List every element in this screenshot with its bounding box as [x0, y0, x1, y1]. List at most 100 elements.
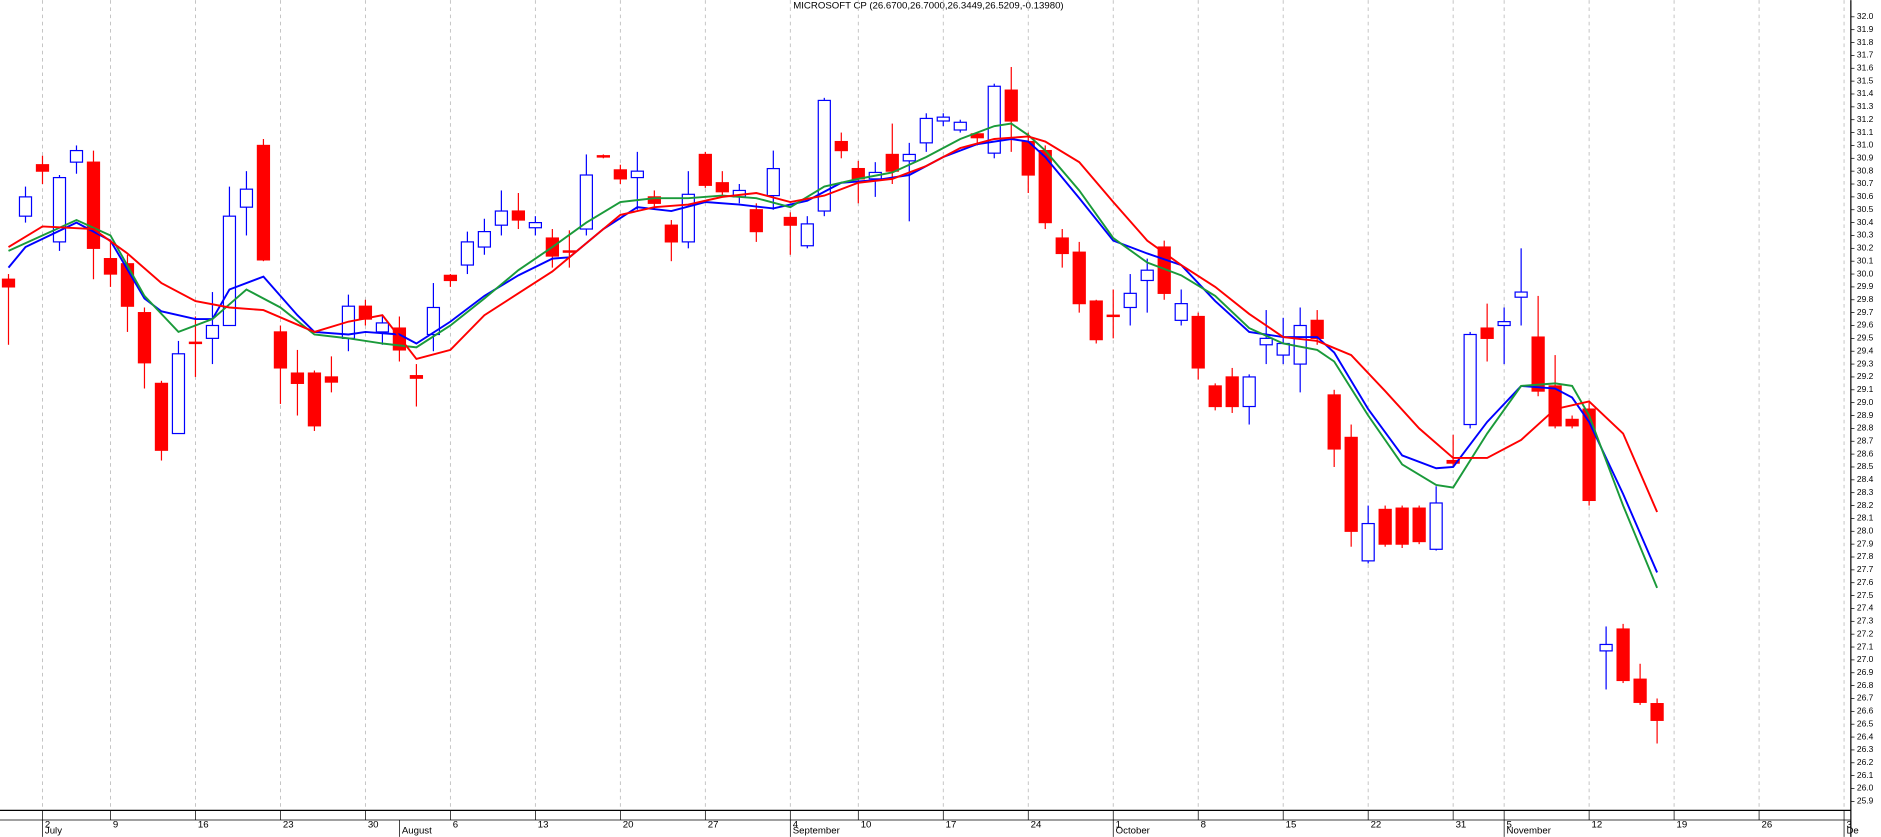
candle-body — [1055, 237, 1069, 255]
y-tick-label: 30.8 — [1857, 165, 1874, 175]
x-tick-label: 27 — [708, 819, 719, 830]
candle-body — [834, 140, 848, 152]
y-tick-label: 27.2 — [1857, 628, 1874, 638]
x-tick-label: 6 — [453, 819, 458, 830]
candle-body — [919, 117, 933, 144]
y-tick-label: 29.5 — [1857, 333, 1874, 343]
candle-body — [1310, 319, 1324, 339]
y-tick-label: 29.6 — [1857, 320, 1874, 330]
y-tick-label: 31.2 — [1857, 114, 1874, 124]
x-tick-label: 2 — [45, 819, 50, 830]
y-tick-label: 29.0 — [1857, 397, 1874, 407]
candle-body — [1616, 628, 1630, 682]
month-label: November — [1507, 825, 1552, 836]
y-tick-label: 30.0 — [1857, 268, 1874, 278]
candle-body — [987, 85, 1001, 154]
y-tick-label: 29.1 — [1857, 384, 1874, 394]
candle-body — [1174, 303, 1188, 321]
candle-body — [154, 382, 169, 451]
candle-body — [86, 161, 101, 249]
y-tick-label: 26.9 — [1857, 667, 1874, 677]
y-tick-label: 29.4 — [1857, 345, 1874, 355]
candle-body — [1361, 522, 1375, 562]
candle-body — [137, 312, 152, 364]
candle-body — [1463, 333, 1477, 426]
candle-body — [1480, 327, 1494, 339]
candle-body — [1582, 408, 1596, 502]
candle-body — [494, 210, 509, 226]
candle-body — [528, 221, 543, 229]
y-tick-label: 29.2 — [1857, 371, 1874, 381]
moving-average-line — [8, 122, 1658, 589]
candle-body — [749, 209, 763, 233]
candle-body — [1514, 291, 1528, 298]
y-tick-label: 27.1 — [1857, 641, 1874, 651]
x-tick-label: 12 — [1592, 819, 1603, 830]
y-tick-label: 26.6 — [1857, 706, 1874, 716]
x-tick-label: 4 — [793, 819, 799, 830]
candle-body — [630, 170, 644, 179]
candle-body — [681, 193, 695, 243]
y-tick-label: 28.2 — [1857, 500, 1874, 510]
y-tick-label: 26.8 — [1857, 680, 1874, 690]
y-tick-label: 31.1 — [1857, 127, 1874, 137]
y-tick-label: 29.9 — [1857, 281, 1874, 291]
y-tick-label: 31.8 — [1857, 37, 1874, 47]
candle-body — [1072, 251, 1086, 305]
y-tick-label: 29.3 — [1857, 358, 1874, 368]
candle-body — [511, 210, 526, 221]
x-tick-label: 5 — [1507, 819, 1512, 830]
y-tick-label: 30.9 — [1857, 153, 1874, 163]
x-tick-label: 31 — [1456, 819, 1467, 830]
y-tick-label: 30.6 — [1857, 191, 1874, 201]
month-label: October — [1116, 825, 1151, 836]
y-tick-label: 26.0 — [1857, 783, 1874, 793]
y-tick-label: 30.3 — [1857, 230, 1874, 240]
candle-body — [1208, 385, 1222, 408]
y-tick-label: 30.7 — [1857, 178, 1874, 188]
candle-body — [664, 224, 678, 243]
month-label: September — [793, 825, 841, 836]
y-tick-label: 30.5 — [1857, 204, 1874, 214]
y-tick-label: 29.8 — [1857, 294, 1874, 304]
y-tick-label: 27.8 — [1857, 551, 1874, 561]
y-tick-label: 27.6 — [1857, 577, 1874, 587]
candle-body — [1089, 300, 1103, 341]
candle-body — [171, 353, 186, 435]
y-tick-label: 28.9 — [1857, 410, 1874, 420]
candle-body — [273, 331, 288, 369]
candle-body — [239, 188, 254, 208]
candle-body — [1446, 459, 1460, 464]
x-tick-label: 13 — [538, 819, 549, 830]
candle-body — [290, 372, 305, 384]
candle-body — [1123, 292, 1137, 309]
candle-body — [562, 250, 576, 253]
y-tick-label: 31.3 — [1857, 101, 1874, 111]
y-tick-label: 31.0 — [1857, 140, 1874, 150]
y-tick-label: 28.3 — [1857, 487, 1874, 497]
x-tick-label: 10 — [861, 819, 872, 830]
moving-average-line — [7, 138, 1658, 573]
y-tick-label: 28.5 — [1857, 461, 1874, 471]
candle-body — [783, 216, 797, 226]
x-tick-label: 3 — [1846, 819, 1851, 830]
candle-body — [1650, 703, 1664, 721]
candle-body — [1, 278, 16, 288]
candle-body — [1633, 678, 1647, 703]
y-tick-label: 28.4 — [1857, 474, 1874, 484]
x-tick-label: 9 — [113, 819, 118, 830]
y-tick-label: 31.4 — [1857, 88, 1874, 98]
candle-body — [375, 322, 390, 333]
month-label: August — [402, 825, 432, 836]
candle-body — [307, 372, 322, 427]
candle-body — [1412, 507, 1426, 543]
candle-body — [1531, 336, 1545, 392]
candle-body — [1140, 269, 1154, 282]
month-label: July — [45, 825, 62, 836]
y-tick-label: 27.7 — [1857, 564, 1874, 574]
candle-body — [1259, 337, 1273, 346]
candle-body — [18, 196, 33, 217]
